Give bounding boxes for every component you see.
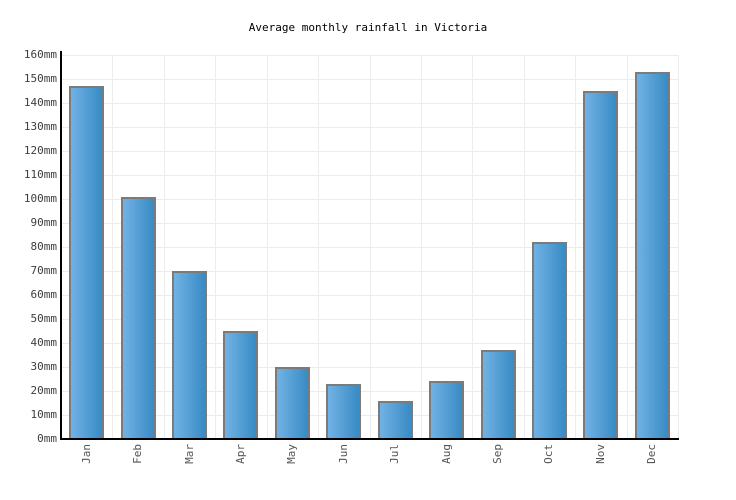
y-axis-label-90mm: 90mm [30, 216, 58, 229]
bar-feb [120, 196, 156, 439]
y-axis-label-140mm: 140mm [23, 96, 57, 109]
y-axis-line [59, 51, 62, 439]
gridline-vertical [215, 55, 217, 439]
gridline-vertical [575, 55, 577, 439]
y-axis-label-120mm: 120mm [23, 144, 57, 157]
y-axis-label-110mm: 110mm [23, 168, 57, 181]
x-axis-label-aug: Aug [439, 444, 453, 464]
y-axis-label-160mm: 160mm [23, 48, 57, 61]
x-axis-label-apr: Apr [233, 444, 247, 464]
x-axis-label-nov: Nov [593, 444, 607, 464]
x-axis-label-jul: Jul [388, 444, 402, 464]
bar-dec [634, 71, 670, 439]
bar-apr [223, 331, 259, 439]
y-axis-label-150mm: 150mm [23, 72, 57, 85]
gridline-vertical [626, 55, 628, 439]
gridline-vertical [420, 55, 422, 439]
y-axis-label-50mm: 50mm [30, 312, 58, 325]
bar-jul [377, 400, 413, 439]
y-axis-label-10mm: 10mm [30, 408, 58, 421]
y-axis-label-100mm: 100mm [23, 192, 57, 205]
gridline-vertical [523, 55, 525, 439]
gridline-vertical [163, 55, 165, 439]
bar-may [274, 367, 310, 439]
y-axis-label-130mm: 130mm [23, 120, 57, 133]
x-axis-label-sep: Sep [491, 444, 505, 464]
chart-title: Average monthly rainfall in Victoria [248, 21, 488, 34]
gridline-vertical [318, 55, 320, 439]
y-axis-label-70mm: 70mm [30, 264, 58, 277]
bar-jun [326, 383, 362, 439]
y-axis-label-30mm: 30mm [30, 360, 58, 373]
bar-jan [69, 86, 105, 439]
x-axis-label-jun: Jun [336, 444, 350, 464]
x-axis-label-dec: Dec [645, 444, 659, 464]
gridline-vertical [678, 55, 679, 439]
y-axis-label-0mm: 0mm [37, 432, 57, 445]
x-axis-label-mar: Mar [182, 444, 196, 464]
y-axis-label-20mm: 20mm [30, 384, 58, 397]
gridline-vertical [369, 55, 371, 439]
gridline-vertical [266, 55, 268, 439]
bar-oct [531, 242, 567, 439]
x-axis-label-feb: Feb [131, 444, 145, 464]
bar-mar [172, 271, 208, 439]
y-axis-label-40mm: 40mm [30, 336, 58, 349]
x-axis-label-jan: Jan [79, 444, 93, 464]
bar-aug [429, 381, 465, 439]
y-axis-label-80mm: 80mm [30, 240, 58, 253]
x-axis-label-oct: Oct [542, 444, 556, 464]
y-axis-label-60mm: 60mm [30, 288, 58, 301]
bar-sep [480, 350, 516, 439]
bar-nov [583, 91, 619, 439]
gridline-vertical [112, 55, 114, 439]
x-axis-label-may: May [285, 444, 299, 464]
x-axis-line [59, 438, 679, 440]
gridline-vertical [472, 55, 474, 439]
